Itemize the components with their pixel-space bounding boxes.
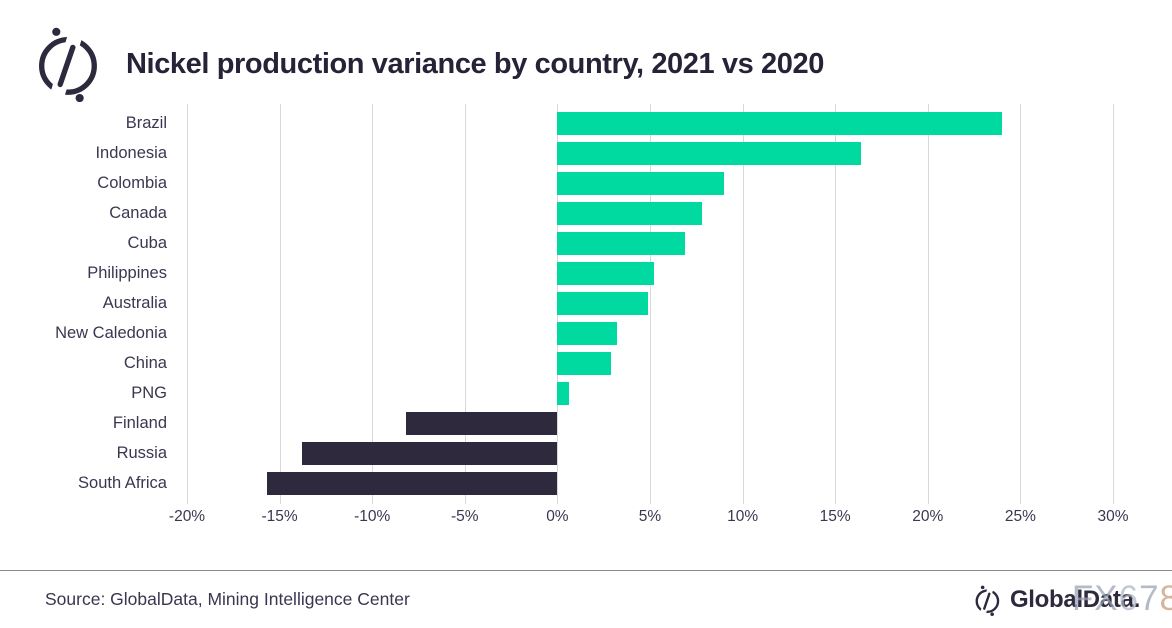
category-label: Finland bbox=[112, 414, 167, 432]
category-labels-column: Brazil Indonesia Colombia Canada Cuba Philipp… bbox=[0, 108, 187, 498]
bar bbox=[301, 441, 558, 465]
axis-tick-label: -20% bbox=[168, 508, 206, 525]
category-label: Indonesia bbox=[95, 144, 167, 162]
axis-tick-label: -5% bbox=[451, 508, 479, 525]
category-label: China bbox=[123, 354, 167, 372]
gridline bbox=[927, 104, 929, 504]
header: Nickel production variance by country, 2… bbox=[0, 0, 1172, 108]
category-label: Philippines bbox=[87, 264, 167, 282]
bar-row bbox=[187, 318, 1113, 348]
bar-row bbox=[187, 288, 1113, 318]
axis-tick-label: -15% bbox=[261, 508, 298, 525]
bar bbox=[557, 261, 654, 285]
bar-row bbox=[187, 438, 1113, 468]
plot-area bbox=[187, 104, 1114, 504]
gridline bbox=[1020, 104, 1022, 504]
category-label: Cuba bbox=[127, 234, 167, 252]
axis-tick-label: 10% bbox=[727, 508, 759, 525]
bar-row bbox=[187, 348, 1113, 378]
bar bbox=[266, 471, 558, 495]
axis-tick-label: 15% bbox=[819, 508, 851, 525]
gridline bbox=[464, 104, 466, 504]
x-axis: -20% -15% -10% -5% 0% 5% 10% 15% 20% 25% 30% bbox=[0, 504, 1129, 532]
bar-row bbox=[187, 258, 1113, 288]
axis-tick-label: 25% bbox=[1004, 508, 1036, 525]
bar bbox=[557, 141, 862, 165]
bar-row bbox=[187, 138, 1113, 168]
footer: Source: GlobalData, Mining Intelligence … bbox=[0, 570, 1172, 628]
axis-tick-label: 20% bbox=[912, 508, 944, 525]
axis-tick-label: -10% bbox=[354, 508, 391, 525]
axis-tick-label: 5% bbox=[638, 508, 662, 525]
globaldata-logo-icon bbox=[39, 27, 97, 102]
category-label: PNG bbox=[131, 384, 167, 402]
brand-wordmark: GlobalData. bbox=[1009, 585, 1140, 613]
axis-tick-labels: -20% -15% -10% -5% 0% 5% 10% 15% 20% 25% 30% bbox=[169, 504, 1129, 532]
source-note: Source: GlobalData, Mining Intelligence … bbox=[45, 589, 410, 609]
gridline bbox=[187, 104, 188, 504]
bar-row bbox=[187, 168, 1113, 198]
bar bbox=[557, 291, 649, 315]
bar bbox=[405, 411, 558, 435]
bar bbox=[557, 201, 702, 225]
gridline bbox=[835, 104, 837, 504]
bar bbox=[557, 351, 612, 375]
bar bbox=[557, 381, 569, 405]
gridline bbox=[372, 104, 374, 504]
gridline bbox=[742, 104, 744, 504]
category-label: Australia bbox=[102, 294, 167, 312]
bar bbox=[557, 321, 617, 345]
bar-row bbox=[187, 198, 1113, 228]
category-label: South Africa bbox=[78, 474, 167, 492]
bar-row bbox=[187, 408, 1113, 438]
axis-spacer bbox=[0, 504, 187, 532]
bar-row bbox=[187, 108, 1113, 138]
bar-row bbox=[187, 468, 1113, 498]
bar bbox=[557, 111, 1002, 135]
bar-row bbox=[187, 378, 1113, 408]
axis-tick-label: 30% bbox=[1097, 508, 1129, 525]
brand-lockup: GlobalData. FX678 bbox=[972, 579, 1172, 618]
category-label: Brazil bbox=[125, 114, 167, 132]
bar-row bbox=[187, 228, 1113, 258]
category-label: Colombia bbox=[97, 174, 167, 192]
bar bbox=[557, 171, 725, 195]
bar-chart: Brazil Indonesia Colombia Canada Cuba Philipp… bbox=[0, 104, 1172, 532]
axis-tick-label: 0% bbox=[546, 508, 569, 525]
bar bbox=[557, 231, 686, 255]
category-label: New Caledonia bbox=[55, 324, 167, 342]
gridline bbox=[279, 104, 281, 504]
page-title: Nickel production variance by country, 2… bbox=[126, 47, 824, 80]
globaldata-logo-small-icon bbox=[975, 585, 1000, 616]
gridline bbox=[650, 104, 651, 504]
gridline bbox=[1113, 104, 1114, 504]
category-label: Russia bbox=[116, 444, 167, 462]
category-label: Canada bbox=[109, 204, 167, 222]
